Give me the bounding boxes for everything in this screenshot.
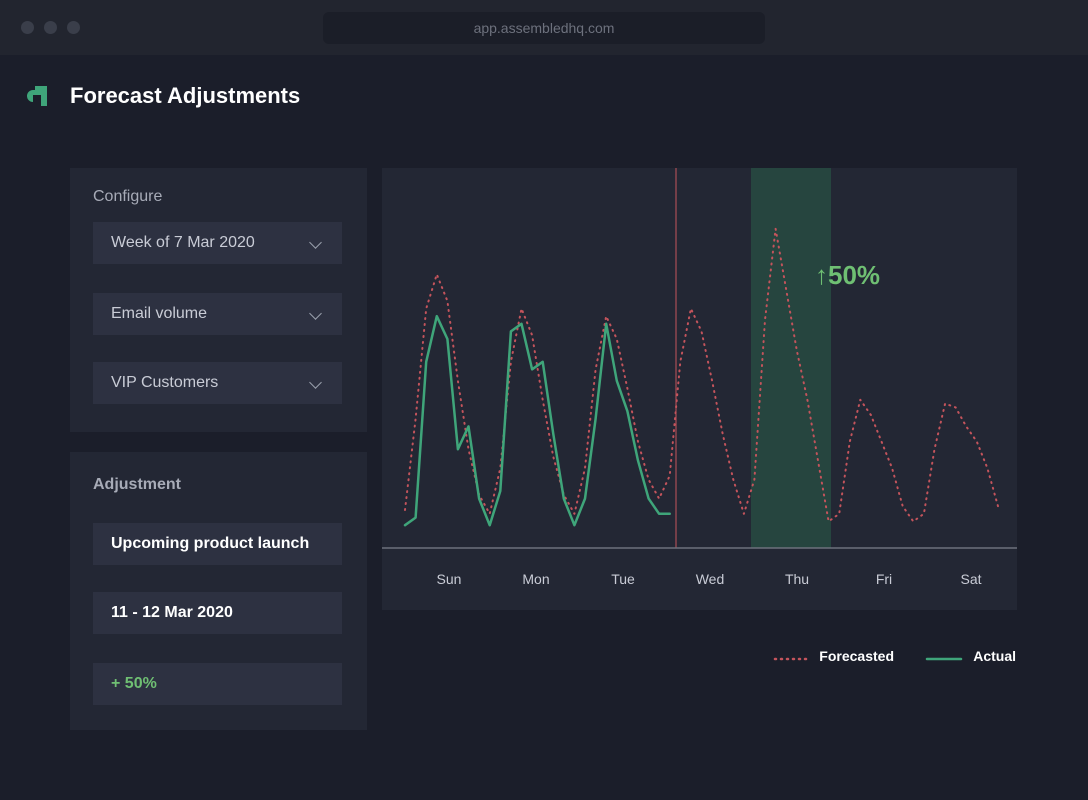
chart-panel (382, 168, 1017, 610)
adjustment-band (751, 168, 831, 548)
url[interactable]: app.assembledhq.com (323, 12, 765, 44)
page-title: Forecast Adjustments (70, 83, 301, 108)
input[interactable]: Upcoming product launch (93, 523, 342, 565)
legend-label: Actual (973, 648, 1016, 664)
window-dot (21, 21, 34, 34)
configure-panel: Configure Week of 7 Mar 2020 Email volum… (70, 168, 367, 432)
dropdown-label: Email volume (111, 305, 208, 322)
window-dot (67, 21, 80, 34)
annotation: ↑50% (815, 260, 880, 290)
x-tick-label: Tue (611, 571, 635, 587)
series-line (404, 227, 999, 523)
window-dot (44, 21, 57, 34)
dropdown[interactable]: VIP Customers (93, 362, 342, 404)
panel-title: Configure (93, 188, 163, 205)
panel-title: Adjustment (93, 476, 181, 493)
series-line (403, 314, 671, 527)
browser-bar: app.assembledhq.com (0, 0, 1088, 55)
x-tick-label: Sun (437, 571, 462, 587)
x-tick-label: Thu (785, 571, 809, 587)
dropdown-label: VIP Customers (111, 374, 219, 391)
x-tick-label: Wed (696, 571, 725, 587)
dropdown[interactable]: Week of 7 Mar 2020 (93, 222, 342, 264)
dropdown-label: Week of 7 Mar 2020 (111, 234, 255, 251)
input[interactable]: 11 - 12 Mar 2020 (93, 592, 342, 634)
logo (27, 86, 47, 106)
input[interactable]: + 50% (93, 663, 342, 705)
legend-label: Forecasted (819, 648, 894, 664)
x-tick-label: Fri (876, 571, 892, 587)
dropdown[interactable]: Email volume (93, 293, 342, 335)
x-tick-label: Mon (522, 571, 549, 587)
adjustment-panel: Adjustment Upcoming product launch 11 - … (70, 452, 367, 730)
x-tick-label: Sat (960, 571, 981, 587)
